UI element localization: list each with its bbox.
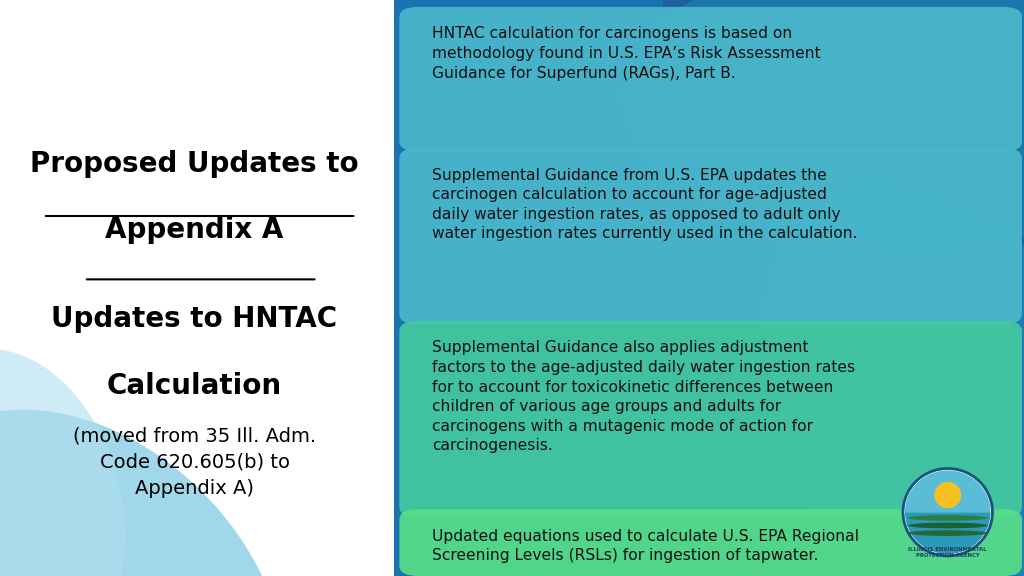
Text: HNTAC calculation for carcinogens is based on
methodology found in U.S. EPA’s Ri: HNTAC calculation for carcinogens is bas… bbox=[432, 26, 821, 81]
Ellipse shape bbox=[766, 182, 1024, 576]
Text: ILLINOIS ENVIRONMENTAL
PROTECTION AGENCY: ILLINOIS ENVIRONMENTAL PROTECTION AGENCY bbox=[908, 547, 987, 558]
Text: Updated equations used to calculate U.S. EPA Regional
Screening Levels (RSLs) fo: Updated equations used to calculate U.S.… bbox=[432, 529, 859, 563]
FancyBboxPatch shape bbox=[399, 7, 1022, 151]
FancyBboxPatch shape bbox=[399, 321, 1022, 517]
Text: Supplemental Guidance also applies adjustment
factors to the age-adjusted daily : Supplemental Guidance also applies adjus… bbox=[432, 340, 855, 453]
Wedge shape bbox=[905, 512, 990, 554]
Circle shape bbox=[935, 483, 961, 507]
Text: Supplemental Guidance from U.S. EPA updates the
carcinogen calculation to accoun: Supplemental Guidance from U.S. EPA upda… bbox=[432, 168, 858, 241]
Ellipse shape bbox=[0, 349, 125, 576]
Text: Updates to HNTAC: Updates to HNTAC bbox=[51, 305, 338, 334]
Text: (moved from 35 Ill. Adm.
Code 620.605(b) to
Appendix A): (moved from 35 Ill. Adm. Code 620.605(b)… bbox=[73, 426, 316, 498]
Text: Proposed Updates to: Proposed Updates to bbox=[31, 150, 358, 178]
FancyBboxPatch shape bbox=[394, 0, 1024, 576]
Circle shape bbox=[905, 471, 990, 554]
Ellipse shape bbox=[623, 0, 1024, 249]
Ellipse shape bbox=[908, 515, 987, 521]
Wedge shape bbox=[905, 471, 990, 512]
Ellipse shape bbox=[663, 0, 1024, 576]
FancyBboxPatch shape bbox=[399, 509, 1022, 576]
Ellipse shape bbox=[908, 522, 987, 528]
FancyBboxPatch shape bbox=[399, 148, 1022, 324]
Ellipse shape bbox=[0, 410, 289, 576]
Ellipse shape bbox=[908, 530, 987, 536]
Text: Appendix A: Appendix A bbox=[105, 216, 284, 244]
Circle shape bbox=[935, 483, 961, 507]
Text: Calculation: Calculation bbox=[106, 372, 283, 400]
